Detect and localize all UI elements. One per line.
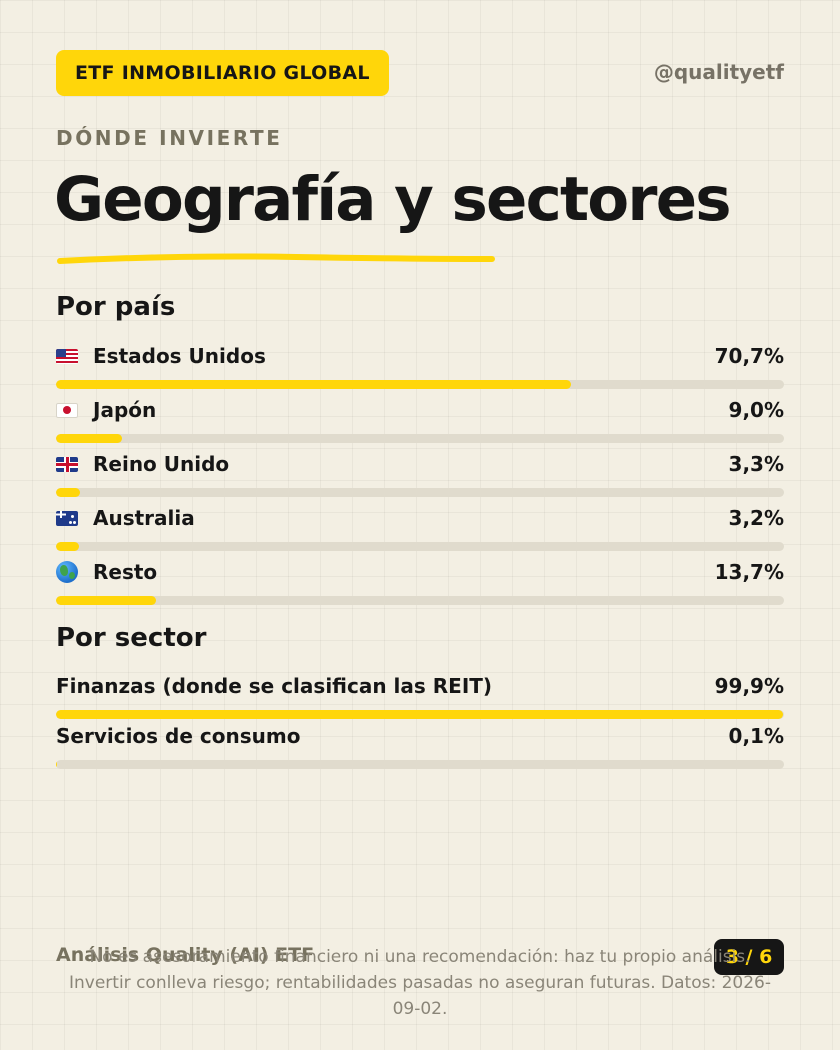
country-value: 3,3% <box>728 452 784 476</box>
share-bar-track <box>56 710 784 719</box>
page-indicator: 3 / 6 <box>714 939 784 975</box>
country-label: Resto <box>93 560 158 584</box>
share-bar-fill <box>56 488 81 497</box>
country-label: Australia <box>93 506 195 530</box>
country-label: Estados Unidos <box>93 344 266 368</box>
share-bar-fill <box>56 542 80 551</box>
us-flag-icon <box>56 348 78 364</box>
sector-value: 99,9% <box>714 674 784 698</box>
country-value: 13,7% <box>714 560 784 584</box>
country-row-japan: Japón 9,0% <box>56 397 784 443</box>
share-bar-fill <box>56 434 122 443</box>
country-row-australia: Australia 3,2% <box>56 505 784 551</box>
eyebrow-label: DÓNDE INVIERTE <box>56 126 283 150</box>
share-bar-track <box>56 760 784 769</box>
country-value: 70,7% <box>714 344 784 368</box>
globe-icon <box>56 561 78 583</box>
sector-label: Finanzas (donde se clasifican las REIT) <box>56 674 493 698</box>
sector-section-title: Por sector <box>56 623 207 653</box>
japan-flag-icon <box>56 402 78 418</box>
footer-brand: Análisis Quality (AI) ETF <box>56 944 315 966</box>
sector-row-consumer: Servicios de consumo 0,1% <box>56 723 784 769</box>
country-label: Reino Unido <box>93 452 230 476</box>
country-row-uk: Reino Unido 3,3% <box>56 451 784 497</box>
share-bar-track <box>56 542 784 551</box>
share-bar-fill <box>56 596 156 605</box>
share-bar-track <box>56 488 784 497</box>
australia-flag-icon <box>56 510 78 526</box>
share-bar-track <box>56 596 784 605</box>
disclaimer: No es asesoramiento financiero ni una re… <box>69 947 771 1019</box>
country-label: Japón <box>93 398 157 422</box>
country-row-rest: Resto 13,7% <box>56 559 784 605</box>
page-title: Geografía y sectores <box>54 164 732 235</box>
share-bar-track <box>56 434 784 443</box>
country-row-usa: Estados Unidos 70,7% <box>56 343 784 389</box>
country-value: 9,0% <box>728 398 784 422</box>
uk-flag-icon <box>56 456 78 472</box>
share-bar-fill <box>56 380 571 389</box>
sector-label: Servicios de consumo <box>56 724 301 748</box>
country-section-title: Por país <box>56 292 176 322</box>
title-underline <box>57 253 495 264</box>
share-bar-fill <box>56 710 784 719</box>
account-handle: @qualityetf <box>653 60 784 84</box>
share-bar-track <box>56 380 784 389</box>
category-badge: ETF INMOBILIARIO GLOBAL <box>56 50 389 96</box>
sector-row-finance: Finanzas (donde se clasifican las REIT) … <box>56 673 784 719</box>
country-value: 3,2% <box>728 506 784 530</box>
share-bar-fill <box>56 760 57 769</box>
sector-value: 0,1% <box>728 724 784 748</box>
